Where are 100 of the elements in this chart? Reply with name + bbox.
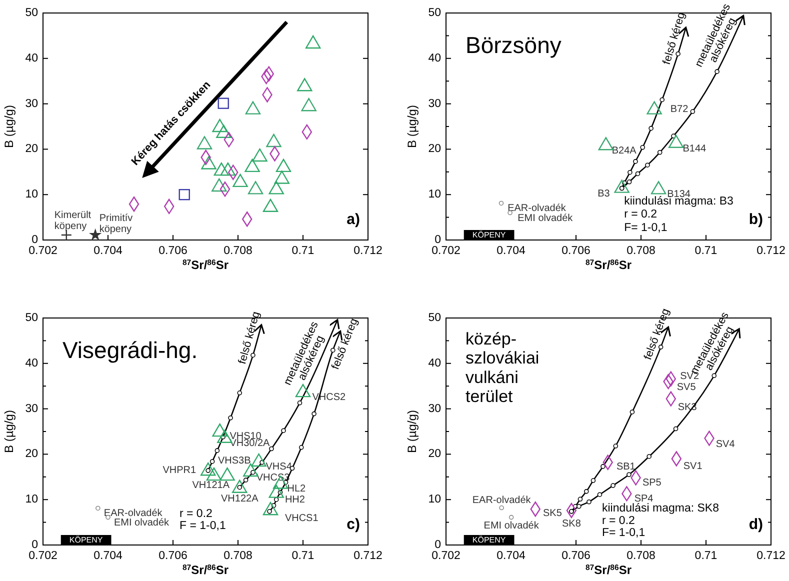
point [196,136,212,150]
annotation: B24A [612,145,637,156]
annotation: EAR-olvadék [472,494,532,506]
point [640,144,646,150]
point [610,483,616,488]
annotation: r = 0.2 [180,508,212,520]
point [626,179,632,184]
x-tick-label: 0.704 [94,245,123,257]
point [298,444,304,450]
y-tick-label: 30 [25,402,38,415]
point [212,423,228,437]
point [648,126,654,131]
point [250,352,256,358]
point [244,158,260,172]
point [210,459,215,464]
y-tick-label: 50 [25,7,38,20]
y-tick-label: 20 [25,143,38,156]
band-label: KÖPENY [472,536,506,544]
point [584,489,589,494]
x-tick-label: 0.706 [158,550,188,562]
point [245,101,261,114]
x-axis-title: $^{87}$Sr/$^{86}$Sr [585,258,632,272]
text: felső kéreg [642,306,672,362]
point [614,180,630,193]
point [297,78,312,92]
point [600,464,606,469]
point [128,196,140,212]
point [220,162,236,176]
y-tick-label: 50 [428,312,441,324]
point [630,410,635,414]
point [613,444,618,448]
point [690,109,696,114]
y-tick-label: 0 [32,234,38,246]
point [269,446,274,452]
point [276,158,292,172]
text: felső kéreg [236,310,262,366]
point [590,478,596,483]
annotation: VHPR1 [162,464,197,476]
x-tick-label: 0.712 [354,550,382,562]
y-tick-label: 10 [428,494,441,506]
point [297,400,302,406]
point [220,182,230,197]
point [267,509,272,514]
text: Börzsöny [466,32,562,58]
x-tick-label: 0.704 [496,550,526,562]
x-tick-label: 0.708 [626,245,656,257]
point [646,101,662,114]
y-axis-title: B (µg/g) [405,410,419,453]
annotation: EAR-olvadék [508,202,567,214]
y-tick-label: 50 [25,312,38,324]
annotation: HL2 [287,483,306,494]
y-tick-label: 40 [428,357,441,370]
y-tick-label: 40 [25,357,38,370]
y-tick-label: 30 [25,98,38,110]
annotation: B72 [670,103,689,114]
text: felső kéreg [660,10,688,66]
point [312,411,316,416]
point [578,496,583,502]
point [673,426,678,432]
point [508,514,514,520]
point [586,499,592,504]
point [650,181,666,194]
point [214,162,230,176]
y-tick-label: 30 [428,402,441,415]
point [598,137,614,150]
y-tick-label: 30 [428,98,441,110]
x-tick-label: 0.702 [28,550,58,562]
annotation: d) [748,516,763,534]
point [262,198,278,212]
y-tick-label: 0 [32,539,38,552]
text: Visegrádi-hg. [62,337,198,364]
x-axis-title: $^{87}$Sr/$^{86}$Sr [585,562,632,577]
annotation: SK8 [562,518,582,530]
point [214,448,220,453]
annotation: F= 1-0,1 [602,527,646,540]
annotation: SV1 [683,460,703,472]
y-tick-label: 50 [428,7,441,20]
y-tick-label: 10 [25,494,38,506]
point [498,200,504,206]
point [266,134,282,148]
point [714,69,720,74]
point [237,390,242,396]
point [645,162,650,168]
x-tick-label: 0.71 [292,245,314,257]
point [88,228,102,240]
point [243,463,258,477]
y-tick-label: 20 [428,143,441,156]
y-tick-label: 20 [25,448,38,460]
point [301,98,316,112]
point [232,480,248,493]
point [274,170,290,184]
x-tick-label: 0.71 [694,245,718,257]
annotation: kiindulási magma: SK8 [602,502,719,515]
x-axis-title: $^{87}$Sr/$^{86}$Sr [182,562,229,577]
x-tick-label: 0.708 [224,550,252,562]
annotation: SV5 [676,382,696,393]
annotation: Primitív köpeny [99,212,133,235]
point [633,159,638,164]
point [635,171,640,176]
x-tick-label: 0.712 [756,550,786,562]
